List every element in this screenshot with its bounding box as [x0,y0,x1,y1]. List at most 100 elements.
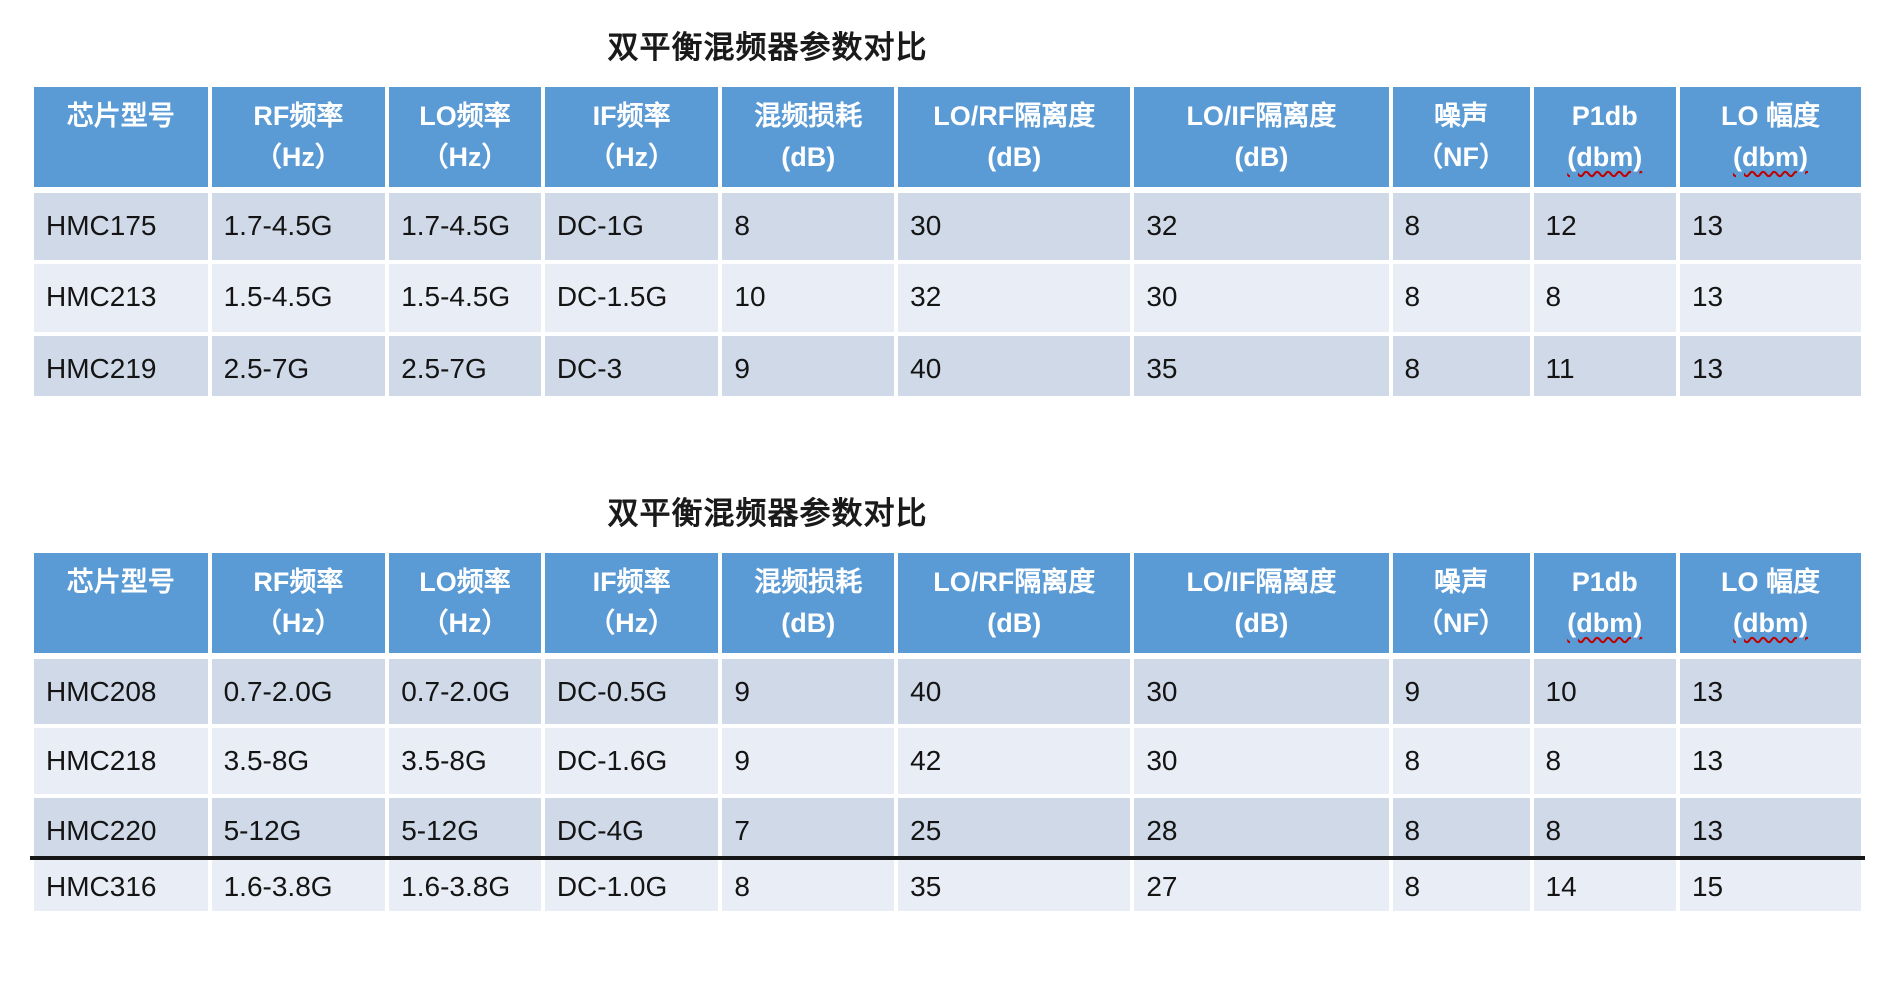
comparison-section-1: 双平衡混频器参数对比 芯片型号 RF频率 （Hz） LO频率 （Hz） IF频率 （H… [30,22,1866,400]
cell-p1db: 11 [1529,332,1680,400]
cell-p1db: 8 [1529,724,1680,798]
header-label-line1: P1db [1571,567,1638,597]
cell-lo-drive-level: 13 [1675,260,1866,336]
header-label-line2: （Hz） [254,141,342,172]
header-label-line1: LO 幅度 [1720,101,1820,131]
header-label-line1: IF频率 [592,101,671,131]
cell-p1db: 14 [1529,855,1680,916]
header-label-line2: (dB) [1234,607,1289,638]
cell-p1db: 8 [1529,260,1680,336]
cell-conversion-loss: 8 [718,855,899,916]
cell-lo-if-isolation: 27 [1130,855,1393,916]
cell-lo-if-isolation: 30 [1130,724,1393,798]
header-label-line2: (dbm) [1567,607,1643,638]
header-row: 芯片型号 RF频率 （Hz） LO频率 （Hz） IF频率 （Hz） 混频损耗 (dB)… [30,549,1866,659]
cell-lo-drive-level: 13 [1675,654,1866,728]
cell-rf-frequency: 2.5-7G [207,332,390,400]
header-label-line1: LO/IF隔离度 [1186,567,1337,597]
cell-p1db: 12 [1529,188,1680,264]
column-header-lo-frequency: LO频率 （Hz） [385,549,545,659]
cell-noise-figure: 8 [1388,724,1534,798]
header-label-line2: （Hz） [421,607,509,638]
column-header-p1db: P1db (dbm) [1529,83,1680,193]
cell-rf-frequency: 3.5-8G [207,724,390,798]
header-label-line2: （Hz） [588,141,676,172]
header-label-line2: （NF） [1416,141,1506,172]
cell-if-frequency: DC-1.0G [540,855,723,916]
cell-lo-frequency: 2.5-7G [385,332,545,400]
cell-lo-frequency: 0.7-2.0G [385,654,545,728]
column-header-lo-rf-isolation: LO/RF隔离度 (dB) [894,549,1135,659]
header-label-line1: IF频率 [592,567,671,597]
cell-noise-figure: 9 [1388,654,1534,728]
cell-noise-figure: 8 [1388,188,1534,264]
mixer-parameters-table-1: 芯片型号 RF频率 （Hz） LO频率 （Hz） IF频率 （Hz） 混频损耗 (dB)… [30,83,1866,400]
cell-lo-if-isolation: 28 [1130,794,1393,860]
column-header-rf-frequency: RF频率 （Hz） [207,83,390,193]
table-row: HMC175 1.7-4.5G 1.7-4.5G DC-1G 8 30 32 8… [30,188,1866,264]
header-label-line2: (dbm) [1567,141,1643,172]
cell-rf-frequency: 1.7-4.5G [207,188,390,264]
cell-conversion-loss: 9 [718,332,899,400]
header-label-line2: (dB) [987,141,1042,172]
header-label-line1: 混频损耗 [754,101,863,131]
header-label-line1: LO/RF隔离度 [933,101,1096,131]
table-title: 双平衡混频器参数对比 [607,30,928,65]
cell-chip-model: HMC220 [30,794,212,860]
table-row: HMC316 1.6-3.8G 1.6-3.8G DC-1.0G 8 35 27… [30,855,1866,916]
cell-lo-drive-level: 13 [1675,794,1866,860]
cell-lo-if-isolation: 35 [1130,332,1393,400]
cell-lo-drive-level: 13 [1675,724,1866,798]
header-label-line1: 噪声 [1434,567,1488,597]
column-header-rf-frequency: RF频率 （Hz） [207,549,390,659]
header-label-line2: （Hz） [421,141,509,172]
mixer-parameters-table-2: 芯片型号 RF频率 （Hz） LO频率 （Hz） IF频率 （Hz） 混频损耗 (dB)… [30,549,1866,916]
header-row: 芯片型号 RF频率 （Hz） LO频率 （Hz） IF频率 （Hz） 混频损耗 (dB)… [30,83,1866,193]
cell-lo-if-isolation: 30 [1130,260,1393,336]
header-label-line1: 噪声 [1434,101,1488,131]
cell-chip-model: HMC219 [30,332,212,400]
cell-lo-drive-level: 13 [1675,332,1866,400]
header-label-line1: LO频率 [419,567,511,597]
cell-lo-frequency: 3.5-8G [385,724,545,798]
cell-lo-rf-isolation: 25 [894,794,1135,860]
header-label-line1: 芯片型号 [66,101,175,131]
cell-lo-frequency: 1.5-4.5G [385,260,545,336]
table-row: HMC219 2.5-7G 2.5-7G DC-3 9 40 35 8 11 1… [30,332,1866,400]
cell-rf-frequency: 1.5-4.5G [207,260,390,336]
cell-lo-rf-isolation: 40 [894,654,1135,728]
cell-lo-if-isolation: 32 [1130,188,1393,264]
cell-rf-frequency: 0.7-2.0G [207,654,390,728]
cell-lo-drive-level: 13 [1675,188,1866,264]
column-header-conversion-loss: 混频损耗 (dB) [718,549,899,659]
header-label-line1: LO 幅度 [1720,567,1820,597]
cell-lo-frequency: 5-12G [385,794,545,860]
table-row: HMC208 0.7-2.0G 0.7-2.0G DC-0.5G 9 40 30… [30,654,1866,728]
cell-noise-figure: 8 [1388,794,1534,860]
table-row: HMC218 3.5-8G 3.5-8G DC-1.6G 9 42 30 8 8… [30,724,1866,798]
header-label-line2: (dbm) [1732,607,1808,638]
column-header-chip-model: 芯片型号 [30,83,212,193]
column-header-if-frequency: IF频率 （Hz） [540,83,723,193]
header-label-line2: (dB) [781,141,836,172]
cell-noise-figure: 8 [1388,855,1534,916]
cell-if-frequency: DC-3 [540,332,723,400]
column-header-conversion-loss: 混频损耗 (dB) [718,83,899,193]
cell-chip-model: HMC208 [30,654,212,728]
cell-if-frequency: DC-4G [540,794,723,860]
cell-lo-rf-isolation: 42 [894,724,1135,798]
cell-lo-rf-isolation: 32 [894,260,1135,336]
cell-conversion-loss: 7 [718,794,899,860]
header-label-line1: RF频率 [253,567,344,597]
column-header-noise-figure: 噪声 （NF） [1388,549,1534,659]
column-header-chip-model: 芯片型号 [30,549,212,659]
column-header-noise-figure: 噪声 （NF） [1388,83,1534,193]
cell-chip-model: HMC316 [30,855,212,916]
header-label-line1: LO频率 [419,101,511,131]
header-label-line2: (dbm) [1732,141,1808,172]
cell-rf-frequency: 1.6-3.8G [207,855,390,916]
cell-if-frequency: DC-0.5G [540,654,723,728]
cell-lo-drive-level: 15 [1675,855,1866,916]
cell-lo-if-isolation: 30 [1130,654,1393,728]
header-label-line2: (dB) [781,607,836,638]
